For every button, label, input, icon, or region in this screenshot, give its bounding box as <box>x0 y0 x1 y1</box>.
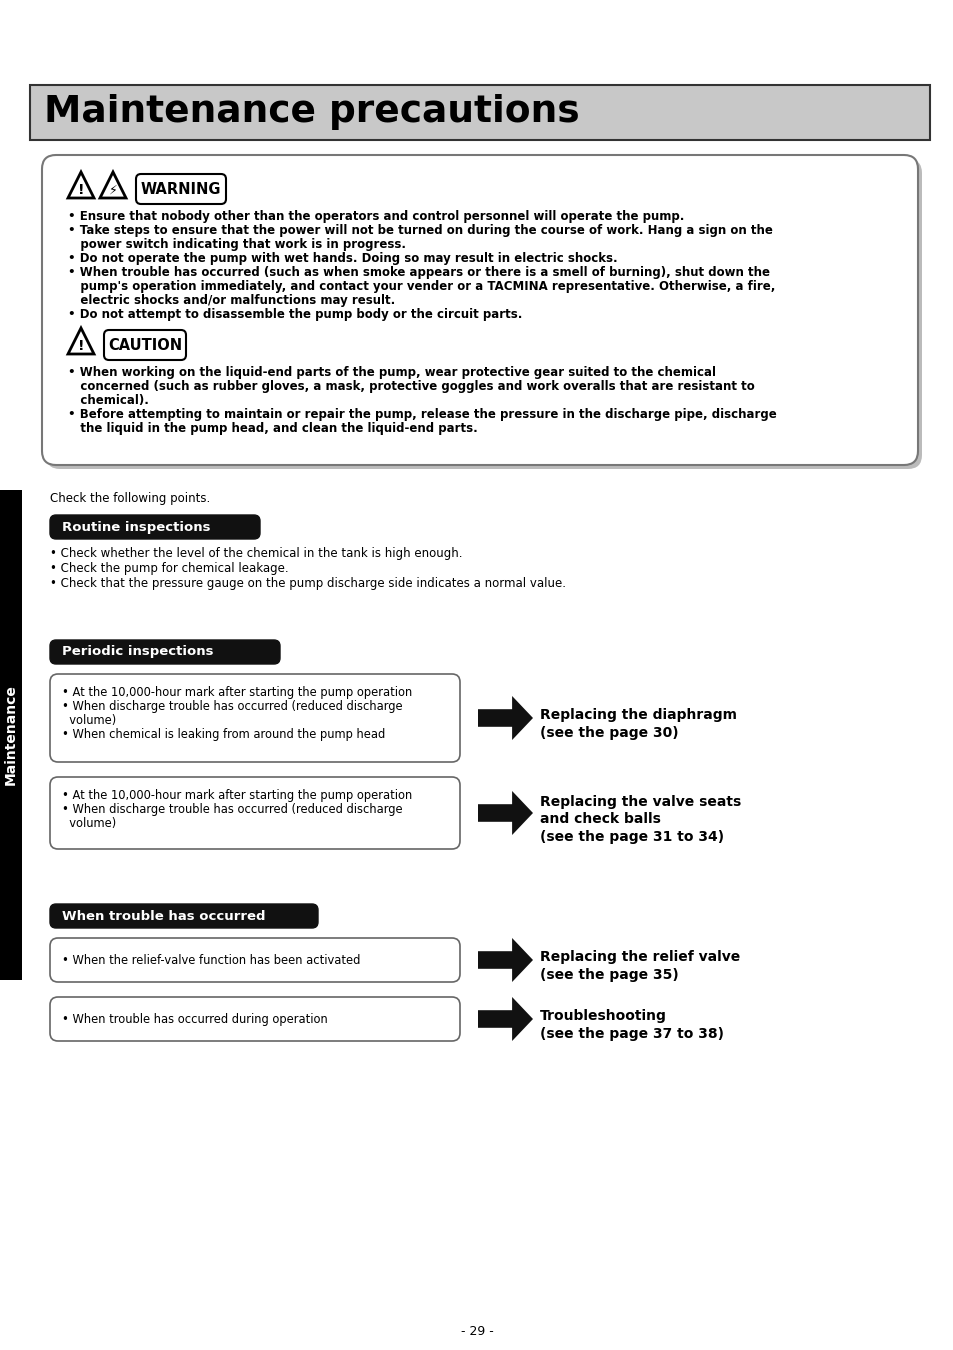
Text: • Check the pump for chemical leakage.: • Check the pump for chemical leakage. <box>50 562 289 575</box>
Text: Routine inspections: Routine inspections <box>62 521 211 533</box>
Text: (see the page 35): (see the page 35) <box>539 968 678 981</box>
Text: - 29 -: - 29 - <box>460 1324 493 1338</box>
Text: pump's operation immediately, and contact your vender or a TACMINA representativ: pump's operation immediately, and contac… <box>68 279 775 293</box>
FancyBboxPatch shape <box>50 904 317 927</box>
Text: ⚡: ⚡ <box>109 184 117 196</box>
Text: !: ! <box>77 182 84 197</box>
Bar <box>0 490 22 980</box>
Text: Periodic inspections: Periodic inspections <box>62 645 213 659</box>
Text: • Check whether the level of the chemical in the tank is high enough.: • Check whether the level of the chemica… <box>50 547 462 560</box>
Text: • Do not operate the pump with wet hands. Doing so may result in electric shocks: • Do not operate the pump with wet hands… <box>68 252 617 265</box>
Text: • Do not attempt to disassemble the pump body or the circuit parts.: • Do not attempt to disassemble the pump… <box>68 308 522 321</box>
Text: the liquid in the pump head, and clean the liquid-end parts.: the liquid in the pump head, and clean t… <box>68 423 477 435</box>
Text: Replacing the relief valve: Replacing the relief valve <box>539 950 740 964</box>
Polygon shape <box>477 938 533 981</box>
FancyBboxPatch shape <box>42 155 917 464</box>
Text: CAUTION: CAUTION <box>108 338 182 352</box>
Polygon shape <box>68 328 94 354</box>
Text: power switch indicating that work is in progress.: power switch indicating that work is in … <box>68 238 406 251</box>
Text: • When the relief-valve function has been activated: • When the relief-valve function has bee… <box>62 953 360 967</box>
FancyBboxPatch shape <box>50 514 260 539</box>
FancyBboxPatch shape <box>50 674 459 761</box>
Text: • Ensure that nobody other than the operators and control personnel will operate: • Ensure that nobody other than the oper… <box>68 211 683 223</box>
Text: concerned (such as rubber gloves, a mask, protective goggles and work overalls t: concerned (such as rubber gloves, a mask… <box>68 379 754 393</box>
Text: Replacing the valve seats: Replacing the valve seats <box>539 795 740 809</box>
Text: • Take steps to ensure that the power will not be turned on during the course of: • Take steps to ensure that the power wi… <box>68 224 772 238</box>
Text: Check the following points.: Check the following points. <box>50 491 210 505</box>
FancyBboxPatch shape <box>50 998 459 1041</box>
Text: • When working on the liquid-end parts of the pump, wear protective gear suited : • When working on the liquid-end parts o… <box>68 366 716 379</box>
Polygon shape <box>100 171 126 198</box>
Text: Maintenance: Maintenance <box>4 684 18 786</box>
Text: (see the page 30): (see the page 30) <box>539 726 678 740</box>
Text: chemical).: chemical). <box>68 394 149 406</box>
Bar <box>30 85 929 140</box>
Polygon shape <box>477 791 533 836</box>
Text: volume): volume) <box>62 817 116 830</box>
FancyBboxPatch shape <box>104 329 186 360</box>
Text: • When chemical is leaking from around the pump head: • When chemical is leaking from around t… <box>62 728 385 741</box>
Text: (see the page 31 to 34): (see the page 31 to 34) <box>539 830 723 844</box>
Text: electric shocks and/or malfunctions may result.: electric shocks and/or malfunctions may … <box>68 294 395 306</box>
Text: When trouble has occurred: When trouble has occurred <box>62 910 265 922</box>
Text: • When discharge trouble has occurred (reduced discharge: • When discharge trouble has occurred (r… <box>62 803 402 815</box>
Polygon shape <box>477 697 533 740</box>
Text: and check balls: and check balls <box>539 811 660 826</box>
Text: WARNING: WARNING <box>141 181 221 197</box>
Text: • Check that the pressure gauge on the pump discharge side indicates a normal va: • Check that the pressure gauge on the p… <box>50 576 565 590</box>
FancyBboxPatch shape <box>136 174 226 204</box>
Text: • When trouble has occurred (such as when smoke appears or there is a smell of b: • When trouble has occurred (such as whe… <box>68 266 769 279</box>
FancyBboxPatch shape <box>50 640 280 664</box>
Polygon shape <box>477 998 533 1041</box>
Text: Troubleshooting: Troubleshooting <box>539 1008 666 1023</box>
FancyBboxPatch shape <box>50 938 459 981</box>
Text: !: ! <box>77 339 84 352</box>
Text: • When discharge trouble has occurred (reduced discharge: • When discharge trouble has occurred (r… <box>62 701 402 713</box>
Text: volume): volume) <box>62 714 116 728</box>
Text: Replacing the diaphragm: Replacing the diaphragm <box>539 707 737 722</box>
Text: • When trouble has occurred during operation: • When trouble has occurred during opera… <box>62 1012 328 1026</box>
FancyBboxPatch shape <box>46 159 921 468</box>
FancyBboxPatch shape <box>50 778 459 849</box>
Text: (see the page 37 to 38): (see the page 37 to 38) <box>539 1027 723 1041</box>
Text: Maintenance precautions: Maintenance precautions <box>44 95 579 131</box>
Text: • Before attempting to maintain or repair the pump, release the pressure in the : • Before attempting to maintain or repai… <box>68 408 776 421</box>
Text: • At the 10,000-hour mark after starting the pump operation: • At the 10,000-hour mark after starting… <box>62 686 412 699</box>
Text: • At the 10,000-hour mark after starting the pump operation: • At the 10,000-hour mark after starting… <box>62 788 412 802</box>
Polygon shape <box>68 171 94 198</box>
